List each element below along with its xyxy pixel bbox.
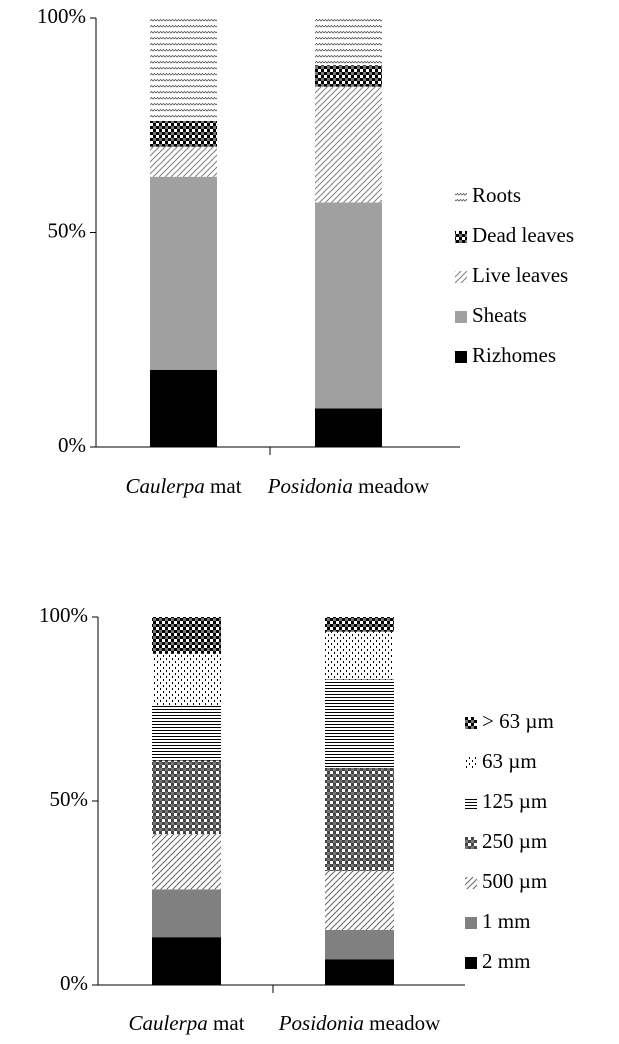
bar-segment: [152, 937, 221, 985]
bar-segment: [150, 146, 217, 177]
bar-segment: [315, 408, 382, 447]
legend-swatch: [465, 797, 477, 809]
y-tick-label: 0%: [60, 971, 88, 995]
bar-segment: [325, 959, 394, 985]
bar-segment: [325, 767, 394, 871]
bar-segment: [325, 679, 394, 768]
x-tick-label: Posidonia meadow: [278, 1011, 441, 1035]
bar-segment: [152, 760, 221, 835]
legend-swatch: [465, 877, 477, 889]
bar-segment: [325, 929, 394, 960]
bar-segment: [152, 834, 221, 890]
legend-label: Roots: [472, 183, 521, 207]
bar-segment: [315, 18, 382, 66]
legend-label: 500 µm: [482, 869, 547, 893]
bar-segment: [325, 870, 394, 930]
legend-swatch: [465, 957, 477, 969]
bar-segment: [315, 65, 382, 87]
x-tick-label: Caulerpa mat: [125, 474, 241, 498]
bar-segment: [152, 617, 221, 654]
legend-label: 2 mm: [482, 949, 530, 973]
bar-segment: [325, 631, 394, 680]
bar-segment: [315, 202, 382, 409]
bar-segment: [152, 705, 221, 761]
legend-swatch: [455, 351, 467, 363]
legend-swatch: [455, 311, 467, 323]
x-tick-label: Posidonia meadow: [267, 474, 430, 498]
legend-swatch: [465, 757, 477, 769]
legend-swatch: [465, 917, 477, 929]
legend-label: > 63 µm: [482, 709, 554, 733]
legend-label: 250 µm: [482, 829, 547, 853]
legend-swatch: [465, 837, 477, 849]
legend-label: Rizhomes: [472, 343, 556, 367]
legend-swatch: [465, 717, 477, 729]
y-tick-label: 0%: [58, 433, 86, 457]
bar-segment: [150, 18, 217, 121]
legend-label: 1 mm: [482, 909, 530, 933]
legend-label: 125 µm: [482, 789, 547, 813]
bar-segment: [152, 653, 221, 706]
legend-swatch: [455, 271, 467, 283]
y-tick-label: 100%: [37, 4, 86, 28]
bar-segment: [150, 120, 217, 147]
bar-segment: [150, 369, 217, 447]
y-tick-label: 50%: [50, 787, 89, 811]
legend-label: 63 µm: [482, 749, 537, 773]
y-tick-label: 100%: [39, 603, 88, 627]
legend-label: Live leaves: [472, 263, 568, 287]
legend-label: Sheats: [472, 303, 527, 327]
bar-segment: [150, 176, 217, 370]
bar-segment: [325, 617, 394, 632]
x-tick-label: Caulerpa mat: [128, 1011, 244, 1035]
bar-segment: [315, 86, 382, 203]
legend-swatch: [455, 231, 467, 243]
legend-label: Dead leaves: [472, 223, 574, 247]
bar-segment: [152, 889, 221, 938]
legend-swatch: [455, 191, 467, 203]
y-tick-label: 50%: [48, 218, 87, 242]
